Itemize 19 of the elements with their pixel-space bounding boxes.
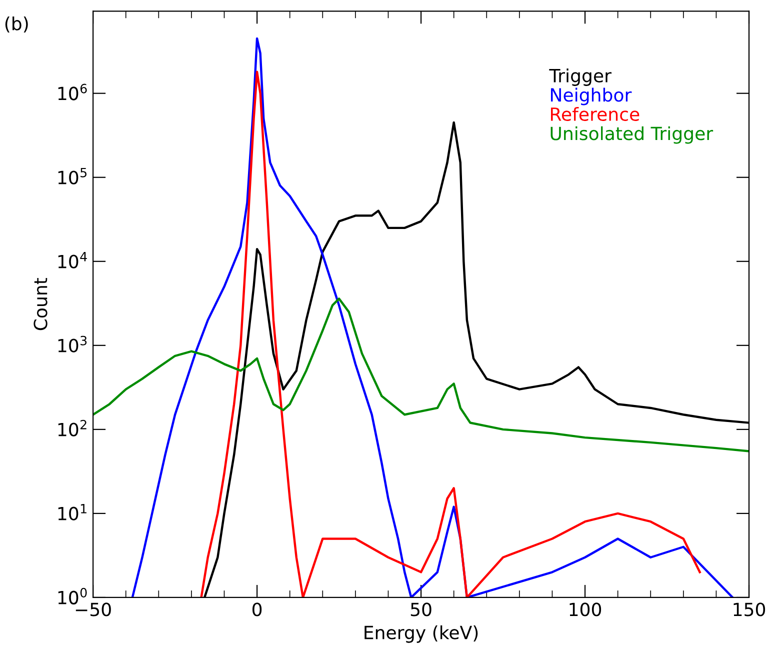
y-tick-label: 10$^{3}$	[58, 336, 87, 352]
text: Unisolated Trigger	[550, 126, 714, 144]
x-tick-label: 0	[252, 602, 262, 616]
y-tick-label: 10$^{4}$	[58, 252, 87, 268]
text: Reference	[550, 107, 640, 122]
x-tick-label: 150	[734, 602, 766, 616]
text: Neighbor	[550, 88, 632, 106]
y-tick-label: 10$^{5}$	[58, 168, 86, 184]
y-tick-label: 10$^{2}$	[58, 420, 86, 436]
x-tick-label: 100	[570, 602, 602, 616]
y-axis-title: Count	[34, 278, 48, 330]
x-tick-label: −50	[76, 602, 111, 616]
y-tick-label: 10$^{0}$	[58, 588, 87, 604]
x-tick-label: 50	[410, 602, 432, 616]
text: Trigger	[549, 68, 612, 86]
x-axis-title: Energy (keV)	[364, 625, 478, 643]
y-tick-label: 10$^{1}$	[58, 504, 86, 520]
text: (b)	[5, 16, 28, 33]
y-tick-label: 10$^{6}$	[58, 84, 87, 100]
